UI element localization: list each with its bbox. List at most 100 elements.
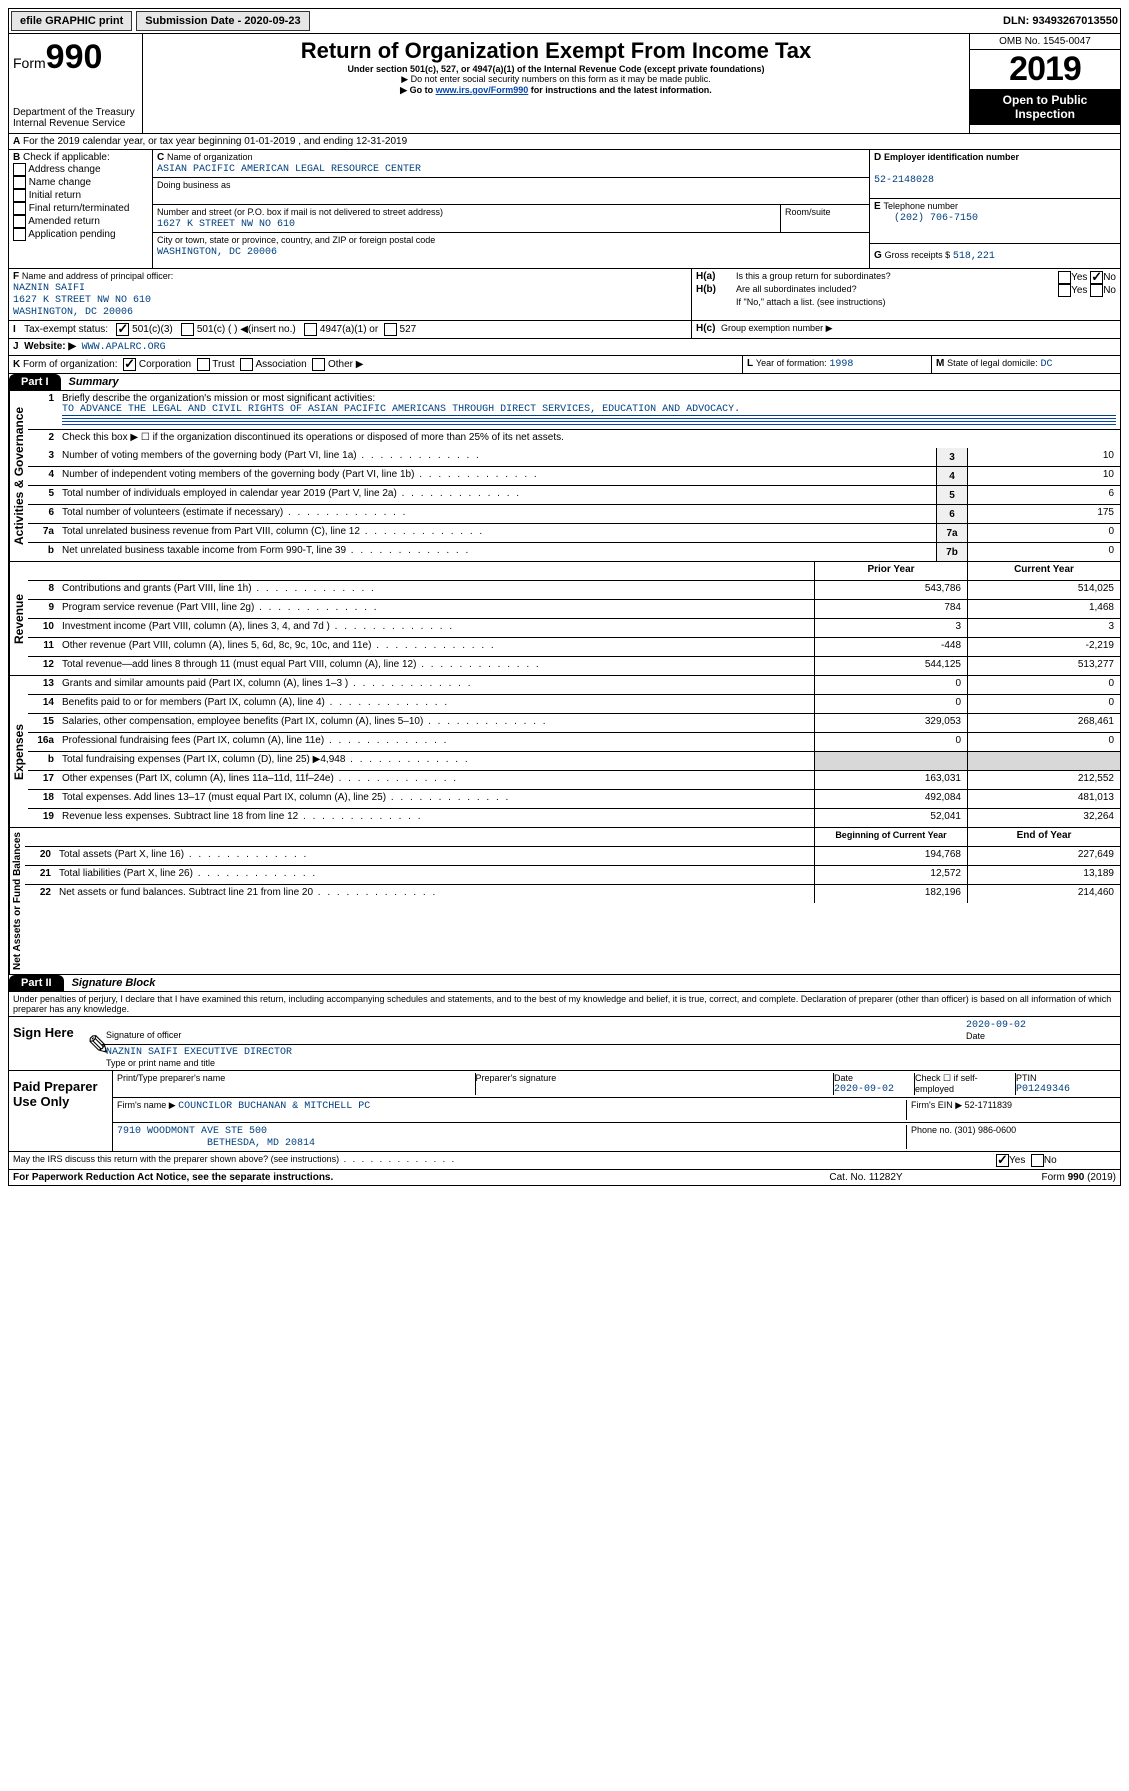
- col-begin: Beginning of Current Year: [814, 828, 967, 846]
- declaration: Under penalties of perjury, I declare th…: [9, 992, 1120, 1016]
- hb-yes[interactable]: [1058, 284, 1071, 297]
- p-date: 2020-09-02: [834, 1084, 894, 1095]
- i-lbl: Tax-exempt status:: [24, 324, 108, 335]
- h-printname: Print/Type preparer's name: [117, 1073, 476, 1095]
- officer-name: NAZNIN SAIFI: [13, 283, 85, 294]
- city-val: WASHINGTON, DC 20006: [157, 247, 277, 258]
- goto-suffix: for instructions and the latest informat…: [528, 85, 712, 95]
- sign-here: Sign Here: [9, 1017, 87, 1070]
- netassets-block: Net Assets or Fund Balances Beginning of…: [8, 828, 1121, 975]
- table-row: 19Revenue less expenses. Subtract line 1…: [28, 809, 1120, 827]
- page-footer: For Paperwork Reduction Act Notice, see …: [8, 1170, 1121, 1186]
- j-lbl: Website: ▶: [24, 341, 76, 352]
- table-row: 22Net assets or fund balances. Subtract …: [25, 885, 1120, 903]
- h-date: Date: [834, 1073, 853, 1083]
- cb-501c3[interactable]: [116, 323, 129, 336]
- hc-text: Group exemption number ▶: [721, 323, 832, 333]
- year-val: 1998: [829, 359, 853, 370]
- gross-val: 518,221: [953, 251, 995, 262]
- part2-header: Part II Signature Block: [8, 975, 1121, 992]
- subtitle-2: ▶ Do not enter social security numbers o…: [147, 74, 965, 85]
- cb-other[interactable]: [312, 358, 325, 371]
- table-row: bNet unrelated business taxable income f…: [28, 543, 1120, 561]
- expenses-block: Expenses 13Grants and similar amounts pa…: [8, 676, 1121, 828]
- opt-pending: Application pending: [28, 229, 115, 240]
- street-lbl: Number and street (or P.O. box if mail i…: [157, 207, 443, 217]
- table-row: 4Number of independent voting members of…: [28, 467, 1120, 486]
- hb-no[interactable]: [1090, 284, 1103, 297]
- l-lbl: Year of formation:: [756, 358, 827, 368]
- block-f-h: F Name and address of principal officer:…: [8, 269, 1121, 321]
- hb-note: If "No," attach a list. (see instruction…: [696, 297, 1116, 307]
- cb-corp[interactable]: [123, 358, 136, 371]
- table-row: 6Total number of volunteers (estimate if…: [28, 505, 1120, 524]
- goto-prefix: ▶ Go to: [400, 85, 435, 95]
- phone-val: (202) 706-7150: [874, 213, 978, 224]
- k-o1: Trust: [212, 359, 234, 370]
- ha-yes[interactable]: [1058, 271, 1071, 284]
- firm-val: COUNCILOR BUCHANAN & MITCHELL PC: [178, 1101, 370, 1112]
- checkbox-pending[interactable]: [13, 228, 26, 241]
- firm-addr2: BETHESDA, MD 20814: [117, 1138, 315, 1149]
- cb-4947[interactable]: [304, 323, 317, 336]
- e-lbl: Telephone number: [883, 201, 958, 211]
- checkbox-address[interactable]: [13, 163, 26, 176]
- submission-button[interactable]: Submission Date - 2020-09-23: [136, 11, 309, 31]
- table-row: 18Total expenses. Add lines 13–17 (must …: [28, 790, 1120, 809]
- cb-527[interactable]: [384, 323, 397, 336]
- c-name-lbl: Name of organization: [167, 152, 253, 162]
- h-ptin: PTIN: [1016, 1073, 1037, 1083]
- side-expenses: Expenses: [9, 676, 28, 827]
- opt-initial: Initial return: [29, 190, 81, 201]
- officer-addr2: WASHINGTON, DC 20006: [13, 307, 133, 318]
- part2-title: Signature Block: [64, 975, 164, 991]
- checkbox-amended[interactable]: [13, 215, 26, 228]
- m-lbl: State of legal domicile:: [947, 358, 1038, 368]
- discuss-yes[interactable]: [996, 1154, 1009, 1167]
- form-header: Form990 Department of the Treasury Inter…: [8, 34, 1121, 134]
- opt-final: Final return/terminated: [29, 203, 130, 214]
- ha-text: Is this a group return for subordinates?: [736, 271, 1058, 284]
- ha-no[interactable]: [1090, 271, 1103, 284]
- g-lbl: Gross receipts $: [885, 250, 951, 260]
- discuss-no[interactable]: [1031, 1154, 1044, 1167]
- ptin-val: P01249346: [1016, 1084, 1070, 1095]
- open-inspection: Open to Public Inspection: [970, 89, 1120, 125]
- l2-text: Check this box ▶ ☐ if the organization d…: [58, 430, 1120, 448]
- checkbox-initial[interactable]: [13, 189, 26, 202]
- submission-label: Submission Date - 2020-09-23: [145, 15, 300, 27]
- opt-amended: Amended return: [28, 216, 100, 227]
- table-row: 5Total number of individuals employed in…: [28, 486, 1120, 505]
- cb-trust[interactable]: [197, 358, 210, 371]
- part1-tab: Part I: [9, 374, 61, 390]
- ein-val: 52-2148028: [874, 175, 934, 186]
- cb-assoc[interactable]: [240, 358, 253, 371]
- cb-501c[interactable]: [181, 323, 194, 336]
- table-row: 8Contributions and grants (Part VIII, li…: [28, 581, 1120, 600]
- k-o0: Corporation: [139, 359, 191, 370]
- website-val: WWW.APALRC.ORG: [82, 342, 166, 353]
- checkbox-final[interactable]: [13, 202, 26, 215]
- table-row: 21Total liabilities (Part X, line 26)12,…: [25, 866, 1120, 885]
- line-a: For the 2019 calendar year, or tax year …: [23, 136, 407, 147]
- form-word: Form: [13, 55, 46, 71]
- top-bar: efile GRAPHIC print Submission Date - 20…: [8, 8, 1121, 34]
- k-lbl: Form of organization:: [23, 359, 118, 370]
- h-self: Check ☐ if self-employed: [915, 1073, 1016, 1095]
- efile-button[interactable]: efile GRAPHIC print: [11, 11, 132, 31]
- form990-link[interactable]: www.irs.gov/Form990: [436, 85, 529, 95]
- paid-preparer: Paid Preparer Use Only: [9, 1071, 112, 1151]
- checkbox-name[interactable]: [13, 176, 26, 189]
- street-val: 1627 K STREET NW NO 610: [157, 219, 295, 230]
- table-row: 15Salaries, other compensation, employee…: [28, 714, 1120, 733]
- firm-phone: Phone no. (301) 986-0600: [906, 1125, 1116, 1149]
- k-o2: Association: [256, 359, 307, 370]
- f-lbl: Name and address of principal officer:: [22, 271, 173, 281]
- discuss-text: May the IRS discuss this return with the…: [13, 1154, 456, 1164]
- table-row: 14Benefits paid to or for members (Part …: [28, 695, 1120, 714]
- table-row: 13Grants and similar amounts paid (Part …: [28, 676, 1120, 695]
- omb-label: OMB No. 1545-0047: [970, 34, 1120, 50]
- firm-ein: Firm's EIN ▶ 52-1711839: [906, 1100, 1116, 1120]
- firm-addr: 7910 WOODMONT AVE STE 500: [117, 1126, 267, 1137]
- revenue-block: Revenue Prior YearCurrent Year 8Contribu…: [8, 562, 1121, 676]
